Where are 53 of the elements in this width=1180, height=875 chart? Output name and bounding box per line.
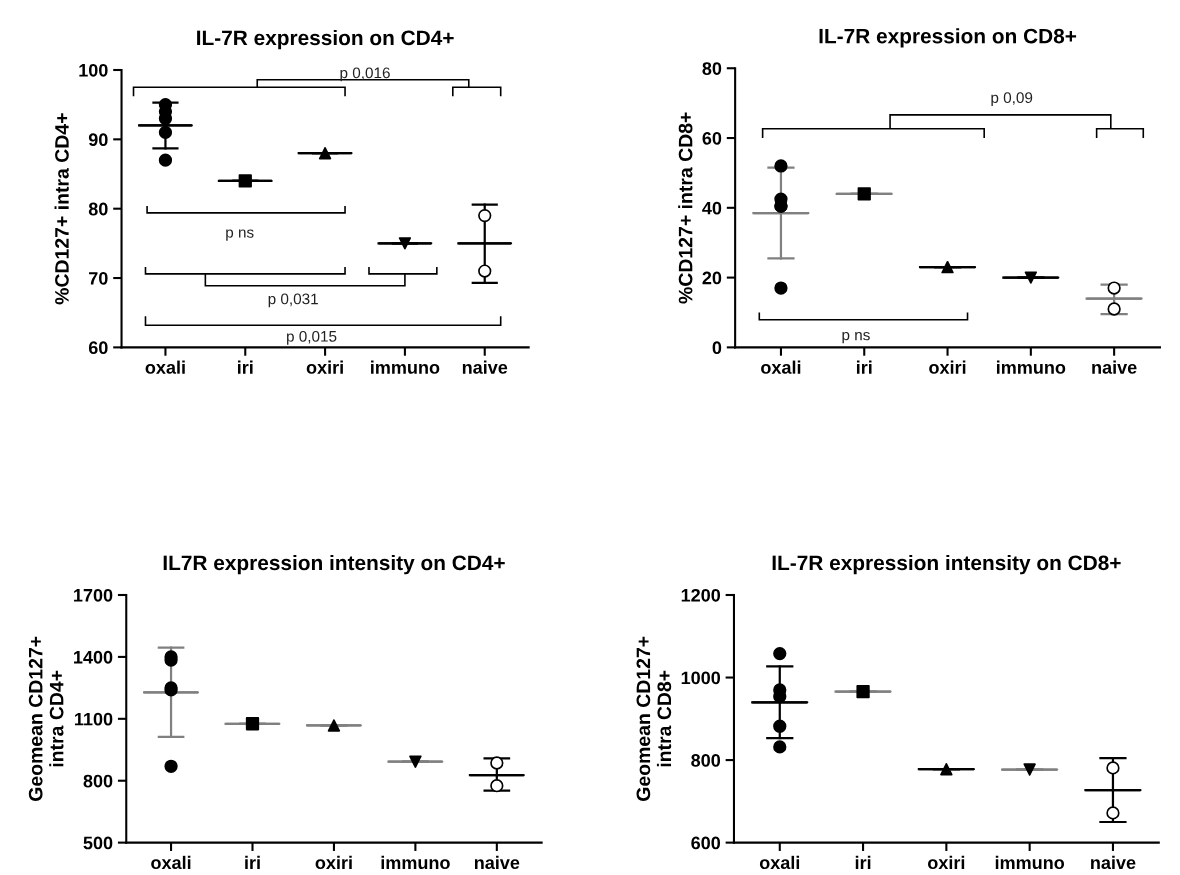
y-tick-label: 800 [691, 754, 721, 767]
x-tick-label: oxiri [929, 360, 966, 374]
x-tick-label: immuno [371, 360, 440, 374]
annotation: p ns [842, 331, 870, 344]
y-tick-label: 40 [702, 201, 722, 215]
x-tick-label: oxiri [928, 855, 965, 870]
x-tick-label: oxali [145, 360, 185, 374]
y-tick-label: 60 [702, 131, 722, 145]
y-tick-label: 500 [83, 836, 113, 850]
y-tick-label: 20 [702, 271, 722, 285]
annotation: p ns [226, 229, 254, 241]
chart-title: IL-7R expression on CD8+ [819, 28, 1077, 48]
x-tick-label: naive [1091, 855, 1136, 870]
x-tick-label: iri [855, 855, 871, 869]
y-tick-label: 80 [702, 62, 722, 75]
x-tick-label: immuno [996, 360, 1066, 374]
x-tick-label: immuno [381, 855, 450, 870]
y-tick-label: 1200 [681, 588, 721, 602]
x-tick-label: oxali [759, 855, 800, 870]
x-tick-label: oxiri [315, 855, 352, 870]
x-tick-label: immuno [995, 855, 1065, 870]
x-tick-label: naive [474, 855, 520, 870]
y-tick-label: 60 [88, 341, 108, 355]
x-tick-label: oxiri [306, 360, 343, 374]
x-tick-label: naive [1092, 360, 1137, 374]
y-tick-label: 1100 [75, 712, 113, 726]
annotation: p 0,031 [268, 293, 318, 308]
chart-title: IL-7R expression intensity on CD8+ [772, 554, 1121, 575]
y-tick-label: 70 [89, 271, 108, 285]
y-axis-title: %CD127+ intra CD4+ [54, 113, 69, 305]
x-tick-label: naive [462, 360, 508, 374]
x-tick-label: oxali [761, 360, 801, 374]
y-tick-label: 1000 [681, 671, 721, 685]
y-tick-label: 800 [83, 774, 113, 788]
y-tick-label: 100 [79, 63, 108, 77]
annotation: p 0,016 [340, 67, 390, 82]
y-axis-title: Geomean CD127+ intra CD8+ [636, 636, 672, 801]
x-tick-label: iri [238, 360, 253, 374]
y-tick-label: 1400 [74, 650, 113, 664]
y-tick-label: 80 [88, 202, 108, 216]
y-tick-label: 90 [88, 133, 108, 147]
y-tick-label: 600 [691, 836, 721, 850]
y-tick-label: 1700 [74, 588, 113, 602]
x-tick-label: iri [245, 855, 260, 869]
y-axis-title: %CD127+ intra CD8+ [678, 112, 693, 304]
annotation: p 0,09 [991, 92, 1033, 107]
chart-title: IL-7R expression on CD4+ [197, 29, 454, 50]
x-tick-label: oxali [151, 855, 191, 870]
annotation: p 0,015 [287, 330, 337, 345]
y-axis-title: Geomean CD127+ intra CD4+ [28, 636, 64, 801]
x-tick-label: iri [856, 360, 872, 374]
y-tick-label: 0 [712, 341, 722, 355]
chart-title: IL7R expression intensity on CD4+ [163, 554, 505, 575]
